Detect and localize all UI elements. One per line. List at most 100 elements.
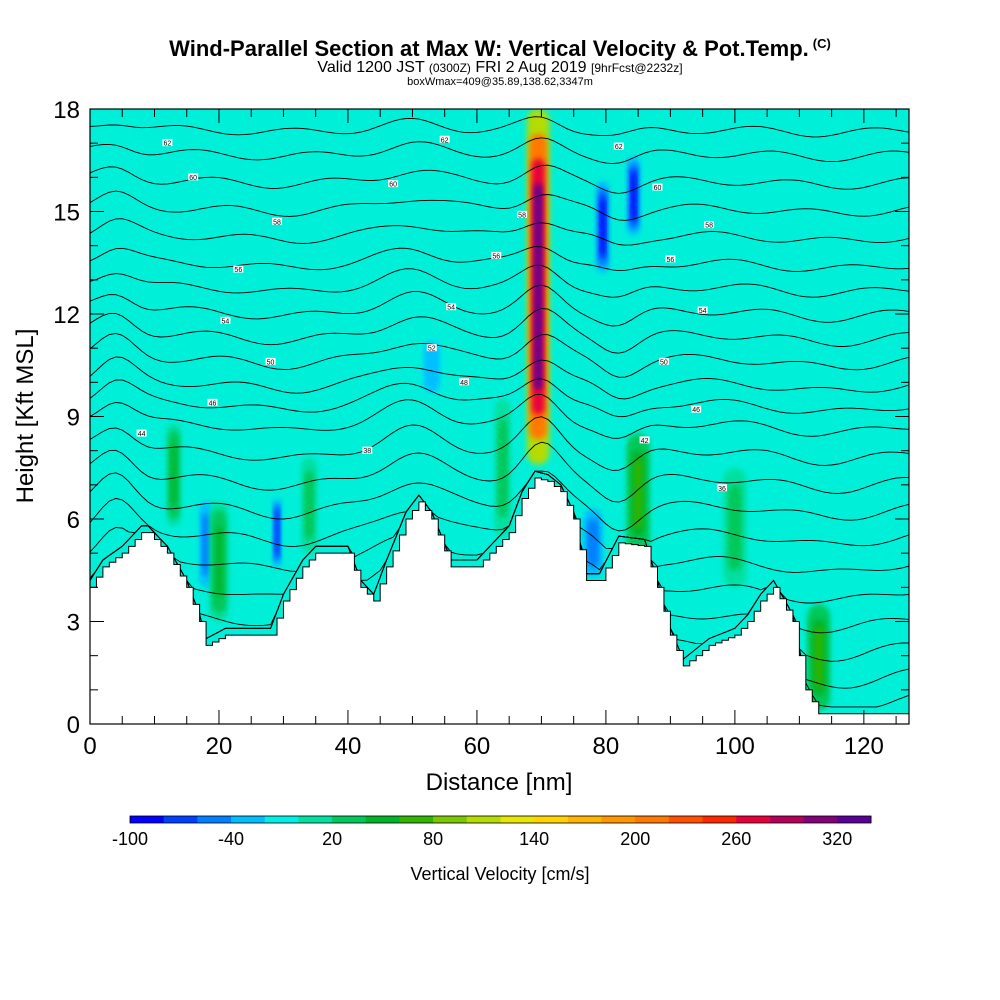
y-tick-label: 9 [67,405,80,432]
colorbar-swatch [635,816,670,823]
valid-time-line: Valid 1200 JST (0300Z) FRI 2 Aug 2019 [9… [0,60,1000,76]
theta-contour-line [90,470,909,532]
label-bg [652,183,663,191]
theta-contour-label: 52 [426,344,437,353]
valid-zulu: (0300Z) [428,61,471,75]
velocity-feature [627,156,640,236]
colorbar-swatch [298,816,333,823]
label-bg [220,316,231,324]
colorbar-title: Vertical Velocity [cm/s] [410,864,589,884]
colorbar-swatch [130,816,165,823]
theta-contour-label: 58 [272,217,283,226]
velocity-feature [583,508,603,578]
theta-contour-label: 58 [517,210,528,219]
velocity-band [215,527,223,597]
colorbar-swatch [264,816,299,823]
chart-title: Wind-Parallel Section at Max W: Vertical… [0,36,1000,62]
label-bg [459,378,470,386]
theta-contour-line [90,416,909,471]
velocity-feature [210,501,228,622]
velocity-feature [723,467,747,588]
label-bg [272,217,283,225]
box-info: boxWmax=409@35.89,138.62,3347m [407,76,593,88]
colorbar-swatch [736,816,771,823]
theta-contour-label: 36 [716,484,727,493]
theta-contours [90,116,909,708]
theta-contour-label: 58 [704,221,715,230]
colorbar: -100 -40 20 80 140 200 260 320 [112,815,872,849]
velocity-feature [422,337,442,396]
x-tick-label: 40 [335,733,362,760]
terrain-mask [90,477,909,724]
colorbar-frame [129,815,872,824]
theta-contour-label: 42 [639,436,650,445]
velocity-band [306,477,312,534]
label-bg [446,303,457,311]
velocity-feature [167,423,181,526]
label-bg [716,484,727,492]
label-bg [691,405,702,413]
theta-contour-label-text: 42 [641,438,649,445]
velocity-feature [807,604,830,711]
label-bg [362,446,373,454]
valid-text: Valid 1200 JST [317,59,425,76]
colorbar-tick-label: 140 [519,829,549,849]
label-bg [665,255,676,263]
colorbar-tick-label: -100 [112,829,148,849]
theta-contour-label: 50 [265,357,276,366]
colorbar-swatch [332,816,367,823]
label-bg [388,180,399,188]
theta-contour-label: 50 [658,357,669,366]
label-bg [697,306,708,314]
theta-contour-line [90,116,909,138]
theta-contour-line [90,284,909,327]
theta-contour-label-text: 52 [428,346,436,353]
theta-contour-label-text: 54 [447,305,455,312]
label-bg [491,251,502,259]
y-tick-label: 18 [53,97,80,124]
x-tick-label: 120 [844,733,884,760]
colorbar-swatch [534,816,569,823]
colorbar-swatch [197,816,232,823]
label-bg [439,135,450,143]
title-mark: (C) [812,36,831,51]
label-bg [704,221,715,229]
velocity-band [600,200,605,254]
velocity-feature [273,498,281,567]
forecast-info: [9hrFcst@2232z] [591,61,683,75]
theta-contour-label: 62 [439,135,450,144]
theta-contour-line [90,308,909,354]
velocity-band [171,444,177,505]
label-bg [639,436,650,444]
theta-contour-label-text: 60 [189,175,197,182]
theta-contour-line [90,218,909,246]
theta-contour-label-text: 46 [209,400,217,407]
theta-contour-label: 60 [188,173,199,182]
velocity-band [428,350,436,384]
theta-contour-line [90,190,909,221]
theta-contour-label-text: 60 [389,182,397,189]
theta-contour-label-text: 58 [518,212,526,219]
colorbar-swatch [769,816,805,823]
y-tick-label: 3 [67,610,80,637]
label-bg [207,398,218,406]
theta-contour-label-text: 56 [234,267,242,274]
label-bg [613,142,624,150]
colorbar-swatch [500,816,535,823]
theta-contour-label-text: 58 [273,219,281,226]
velocity-band [634,458,643,529]
y-axis-label: Height [Kft MSL] [12,329,39,504]
theta-contour-label-text: 44 [138,431,146,438]
x-tick-label: 100 [715,733,755,760]
theta-contour-line [90,441,909,503]
colorbar-swatch [231,816,266,823]
theta-contour-label-text: 50 [660,359,668,366]
y-tick-label: 15 [53,200,80,227]
colorbar-swatch [601,816,636,823]
velocity-band [204,519,209,570]
theta-contour-label-text: 50 [267,359,275,366]
theta-contour-label: 56 [491,251,502,260]
theta-contour-line [90,264,909,298]
colorbar-swatch [399,816,434,823]
